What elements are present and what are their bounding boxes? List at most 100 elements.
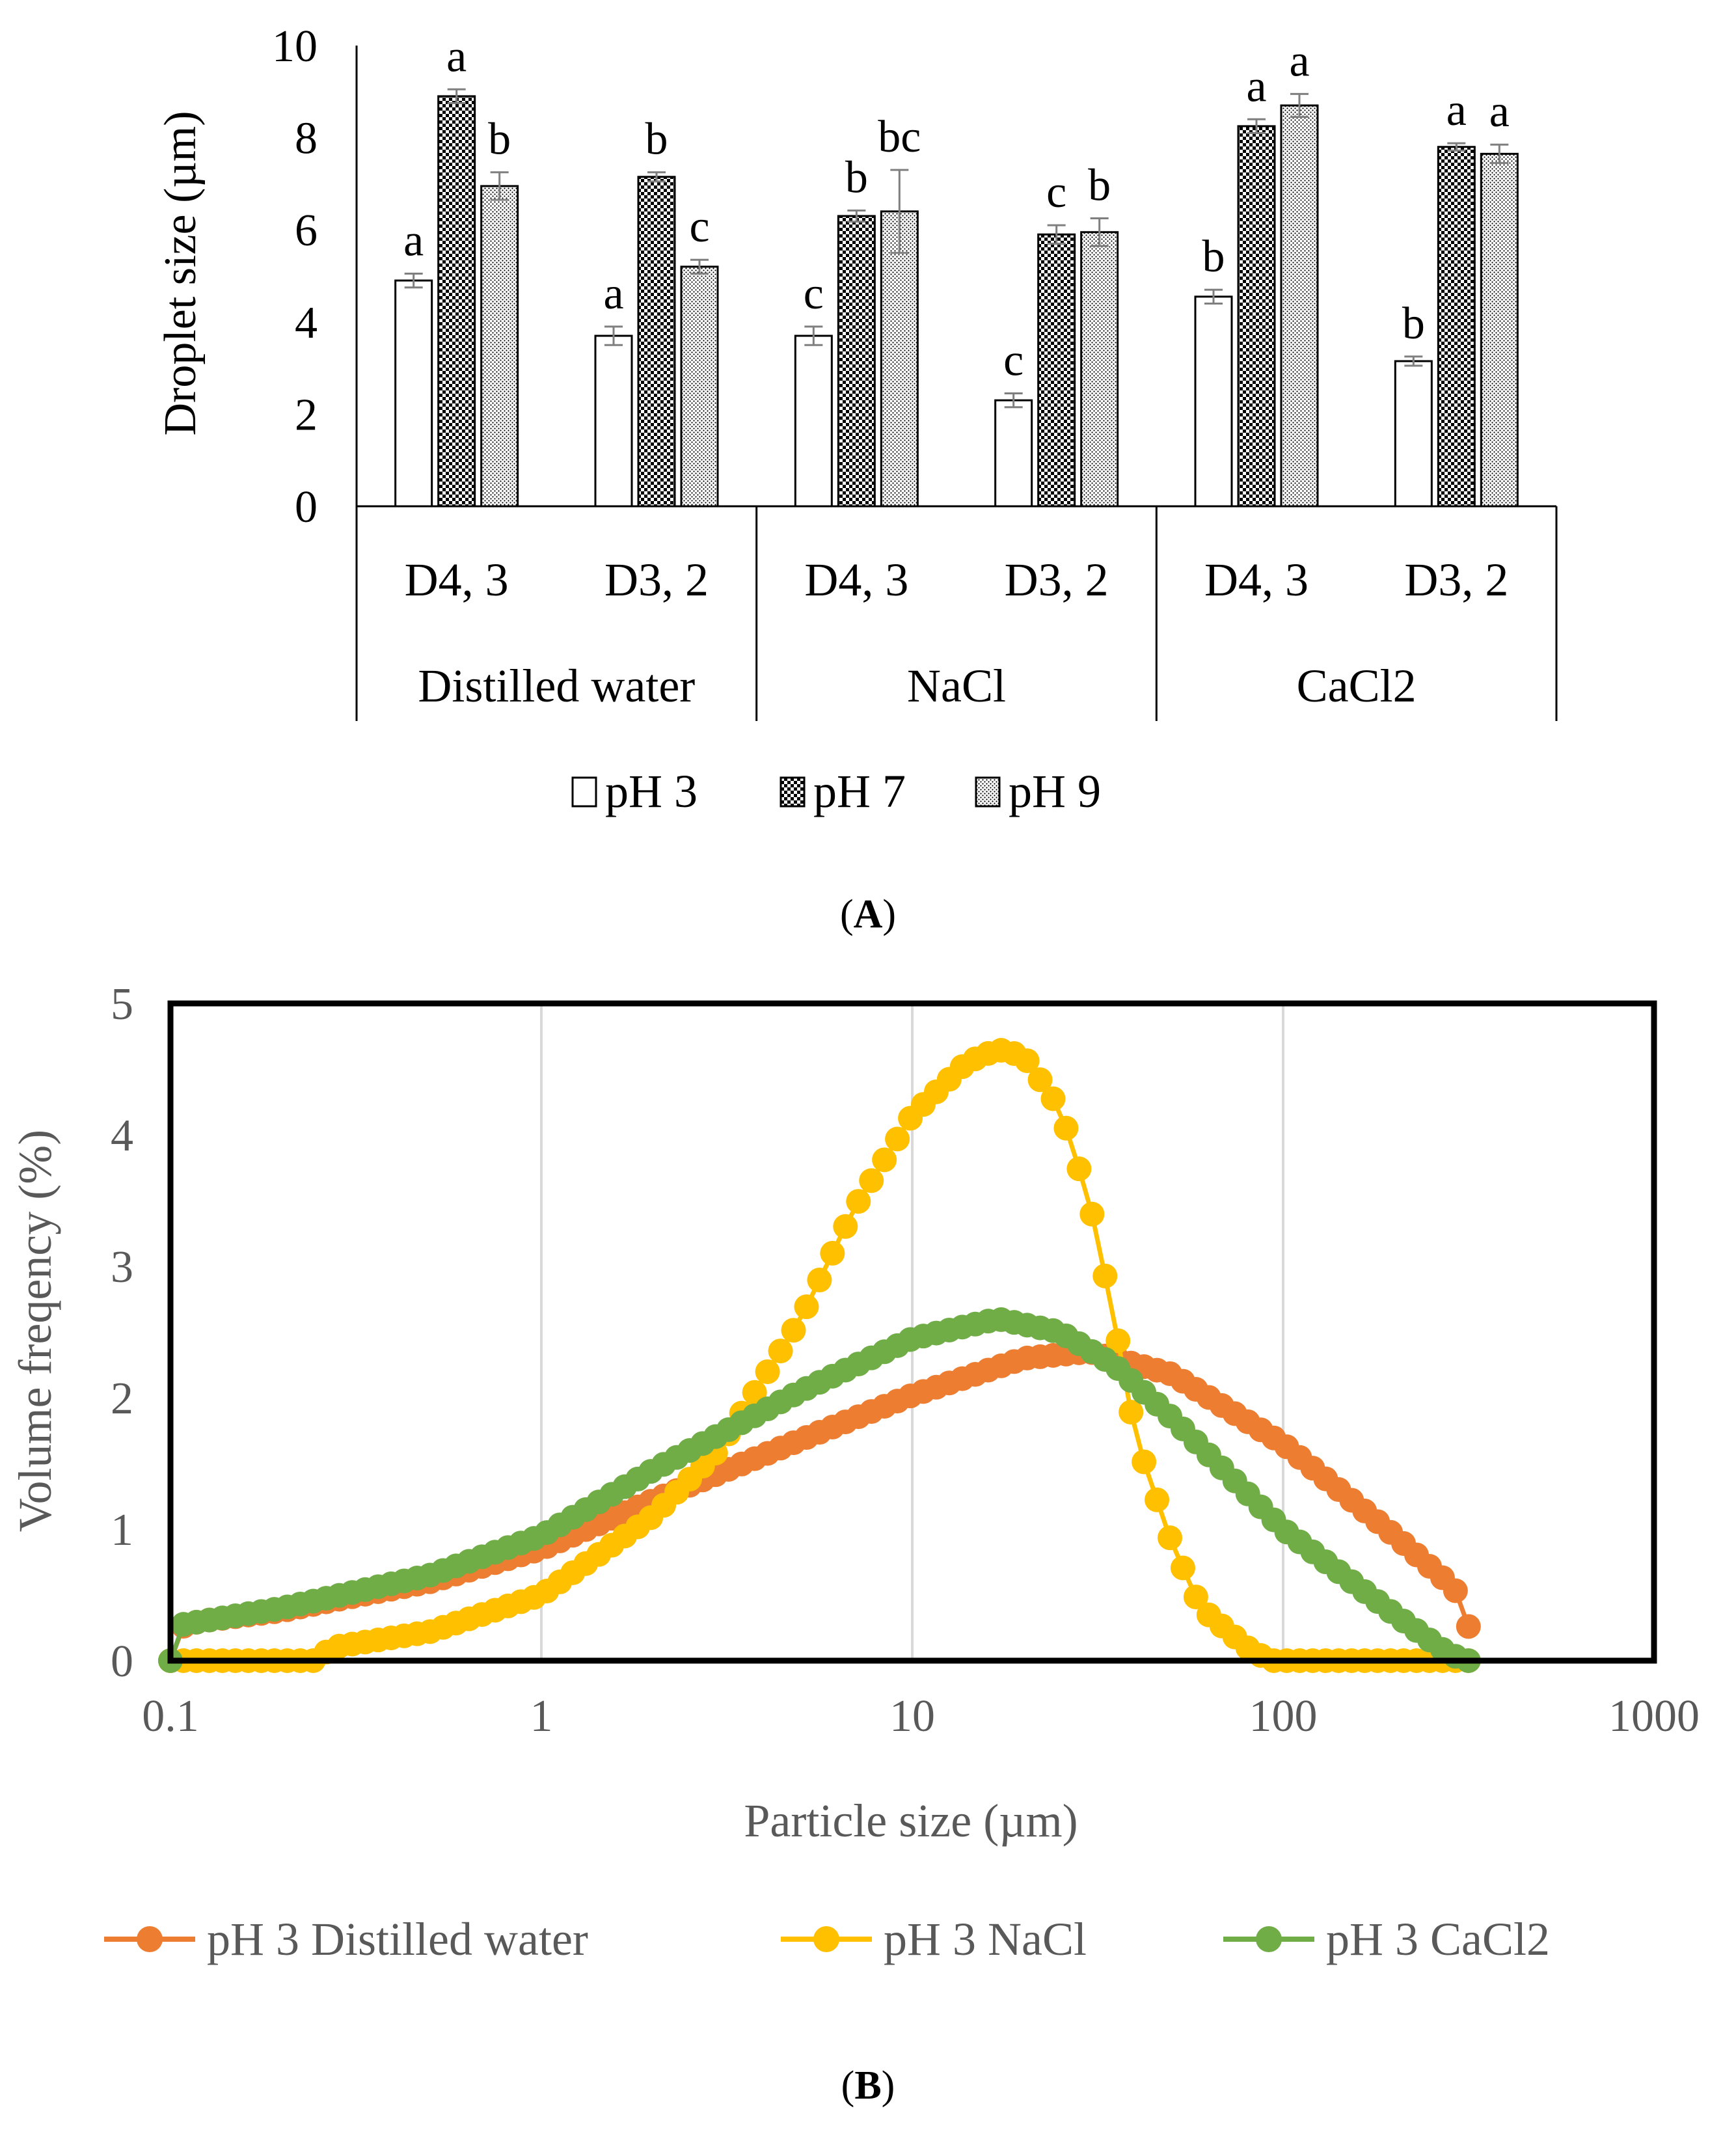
significance-label: a	[1446, 85, 1467, 135]
line-y-tick-label: 2	[111, 1374, 133, 1424]
series-point	[781, 1318, 806, 1343]
bar-category-labels: D4, 3 D3, 2 D4, 3 D3, 2 D4, 3 D3, 2	[405, 554, 1509, 606]
line-legend: pH 3 Distilled water pH 3 NaCl pH 3 CaCl2	[104, 1913, 1550, 1965]
bar-error-bars	[404, 88, 1509, 409]
line-x-tick-label: 100	[1249, 1691, 1318, 1741]
bar-marks	[394, 95, 1519, 508]
bar-ph-9	[680, 265, 719, 508]
legend-label: pH 3	[605, 765, 698, 817]
bar-ph-9	[480, 185, 519, 508]
series-point	[1092, 1263, 1118, 1288]
series-point	[859, 1168, 884, 1193]
series-point	[1158, 1525, 1183, 1551]
significance-label: a	[446, 31, 467, 81]
series-point	[1079, 1201, 1105, 1227]
bar-ph-7	[437, 95, 476, 508]
bar-ph-9	[880, 210, 919, 508]
series-point	[820, 1240, 845, 1266]
line-y-tick-label: 4	[111, 1111, 133, 1161]
bar-axes	[355, 46, 1558, 721]
line-x-tick-label: 1	[530, 1691, 553, 1741]
series-line	[168, 1350, 1471, 1662]
line-y-tick-label: 0	[111, 1637, 133, 1687]
significance-label: bc	[878, 112, 921, 162]
bar-legend: pH 3 pH 7 pH 9	[571, 765, 1101, 817]
line-chart-panel-b: 0 1 2 3 4 5 0.1 1 10 100 1000 Volume freqency (%)…	[9, 979, 1700, 2108]
line-x-tick-label: 0.1	[142, 1691, 199, 1741]
series-point	[1132, 1449, 1157, 1475]
significance-label: a	[603, 269, 623, 319]
legend-swatch-checker	[780, 776, 806, 808]
significance-label: b	[1088, 161, 1111, 211]
bar-ph-3	[794, 334, 833, 508]
legend-marker	[137, 1926, 163, 1952]
series-point	[1040, 1086, 1066, 1111]
significance-label: a	[1489, 87, 1510, 137]
bar-ph-7	[1437, 146, 1476, 508]
significance-label: c	[689, 202, 709, 252]
line-x-axis-label: Particle size (µm)	[744, 1795, 1078, 1847]
line-plot-frame	[167, 1000, 1657, 1664]
bar-category-label: D4, 3	[804, 554, 908, 606]
significance-label: a	[1246, 61, 1266, 111]
bar-ph-7	[637, 176, 676, 508]
series-point	[794, 1294, 819, 1320]
series-point	[872, 1147, 897, 1173]
bar-ph-3	[1194, 295, 1233, 508]
series-point	[1170, 1555, 1195, 1581]
legend-label: pH 9	[1009, 765, 1101, 817]
bar-ph-9	[1280, 104, 1319, 508]
bar-category-label: D3, 2	[604, 554, 709, 606]
panel-a-caption: (A)	[840, 892, 896, 936]
legend-swatch-plain	[571, 776, 597, 808]
line-y-axis-label: Volume freqency (%)	[9, 1130, 61, 1532]
series-point	[768, 1339, 793, 1364]
bar-group-label: NaCl	[907, 660, 1006, 712]
significance-label: b	[1402, 299, 1425, 349]
bar-ph-3	[994, 399, 1033, 508]
line-y-tick-label: 3	[111, 1242, 133, 1292]
line-series	[158, 1038, 1481, 1673]
series-ph-3-cacl2	[158, 1307, 1481, 1673]
line-y-tick-label: 5	[111, 979, 133, 1029]
series-point	[1105, 1328, 1131, 1354]
bar-ph-3	[594, 334, 633, 508]
bar-ph-3	[394, 279, 433, 508]
series-point	[807, 1268, 832, 1293]
line-x-tick-label: 10	[889, 1691, 935, 1741]
series-point	[1183, 1585, 1208, 1610]
bar-y-tick-label: 8	[295, 114, 318, 164]
bar-category-label: D3, 2	[1404, 554, 1508, 606]
series-point	[1066, 1156, 1092, 1182]
legend-label: pH 3 CaCl2	[1326, 1913, 1550, 1965]
bar-y-axis-label: Droplet size (µm)	[156, 111, 206, 435]
panel-a-letter: A	[854, 892, 883, 936]
series-point	[755, 1359, 780, 1384]
series-point	[833, 1214, 858, 1239]
bar-ph-7	[1037, 233, 1076, 508]
series-point	[1053, 1115, 1079, 1141]
bar-ph-7	[1237, 125, 1276, 508]
significance-label: a	[1289, 36, 1309, 86]
bar-y-tick-label: 6	[295, 206, 318, 256]
legend-swatch-dots	[975, 776, 1001, 808]
significance-label: b	[1202, 232, 1225, 282]
significance-label: a	[403, 215, 424, 265]
series-point	[885, 1126, 910, 1152]
line-x-tick-labels: 0.1 1 10 100 1000	[142, 1691, 1700, 1741]
line-y-tick-label: 1	[111, 1505, 133, 1555]
series-point	[1443, 1578, 1468, 1603]
series-point	[1027, 1067, 1053, 1093]
bar-y-tick-label: 4	[295, 298, 318, 348]
bar-y-tick-label: 2	[295, 390, 318, 440]
bar-group-labels: Distilled water NaCl CaCl2	[418, 660, 1416, 712]
bar-y-tick-labels: 0 2 4 6 8 10	[272, 21, 318, 532]
panel-b-letter: B	[854, 2063, 881, 2108]
significance-label: c	[1003, 336, 1024, 386]
bar-ph-9	[1080, 231, 1119, 508]
series-point	[1119, 1400, 1144, 1425]
legend-label: pH 7	[813, 765, 906, 817]
